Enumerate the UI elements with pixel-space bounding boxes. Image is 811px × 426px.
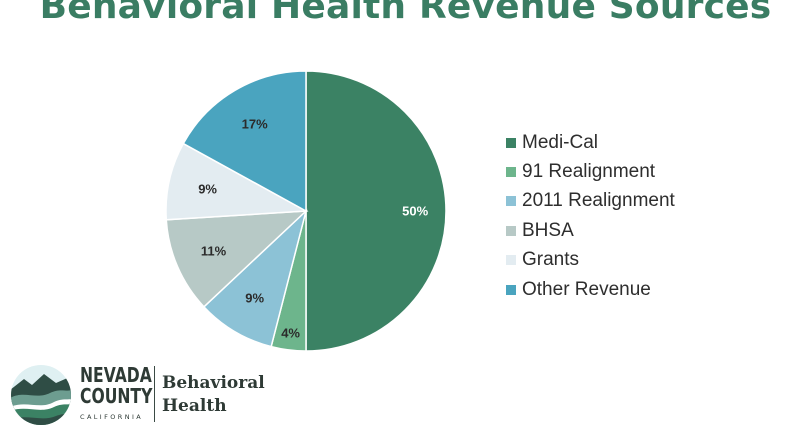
chart-title: Behavioral Health Revenue Sources bbox=[39, 0, 772, 27]
legend-label: Medi-Cal bbox=[522, 131, 599, 153]
logo-divider bbox=[154, 366, 155, 422]
pie-slice-bhsa bbox=[165, 210, 309, 308]
legend-label: 91 Realignment bbox=[522, 161, 656, 183]
legend-item: 2011 Realignment bbox=[506, 187, 675, 216]
pie-slices bbox=[165, 70, 447, 352]
pie-slice-label: 4% bbox=[281, 326, 300, 341]
pie-slice-medi-cal bbox=[305, 70, 447, 352]
legend-swatch bbox=[506, 284, 516, 295]
state-name: CALIFORNIA bbox=[80, 413, 144, 421]
legend-item: Medi-Cal bbox=[506, 128, 675, 157]
legend-label: Other Revenue bbox=[522, 278, 651, 300]
legend-swatch bbox=[506, 196, 516, 207]
pie-slice-grants bbox=[165, 142, 309, 221]
legend-item: Other Revenue bbox=[506, 275, 675, 304]
pie-slice-2011-realignment bbox=[202, 208, 308, 348]
legend-swatch bbox=[506, 167, 516, 178]
legend-label: Grants bbox=[522, 249, 580, 271]
county-name-line-1: NEVADA bbox=[80, 363, 152, 387]
legend-item: BHSA bbox=[506, 216, 675, 245]
department-name-line-1: Behavioral bbox=[162, 373, 265, 393]
county-name-line-2: COUNTY bbox=[80, 384, 153, 408]
pie-slice-label: 11% bbox=[201, 244, 227, 259]
county-name: NEVADA COUNTY bbox=[80, 365, 152, 407]
legend-label: BHSA bbox=[522, 219, 574, 241]
legend-swatch bbox=[506, 225, 516, 236]
department-name-line-2: Health bbox=[162, 396, 227, 416]
pie-slice-label: 9% bbox=[245, 290, 264, 305]
legend-label: 2011 Realignment bbox=[522, 190, 675, 212]
chart-legend: Medi-Cal 91 Realignment 2011 Realignment BH… bbox=[506, 128, 675, 304]
pie-slice-labels: 50% 4% 9% 11% 9% 17% bbox=[198, 117, 428, 341]
department-name: Behavioral Health bbox=[162, 372, 265, 418]
legend-swatch bbox=[506, 255, 516, 266]
pie-slice-other-revenue bbox=[182, 70, 307, 213]
legend-item: Grants bbox=[506, 246, 675, 275]
pie-slice-label: 9% bbox=[198, 182, 217, 197]
legend-swatch bbox=[506, 137, 516, 148]
legend-item: 91 Realignment bbox=[506, 157, 675, 186]
mountain-emblem-icon bbox=[11, 365, 71, 425]
pie-slice-label: 17% bbox=[242, 117, 268, 132]
pie-slice-label: 50% bbox=[402, 204, 428, 219]
